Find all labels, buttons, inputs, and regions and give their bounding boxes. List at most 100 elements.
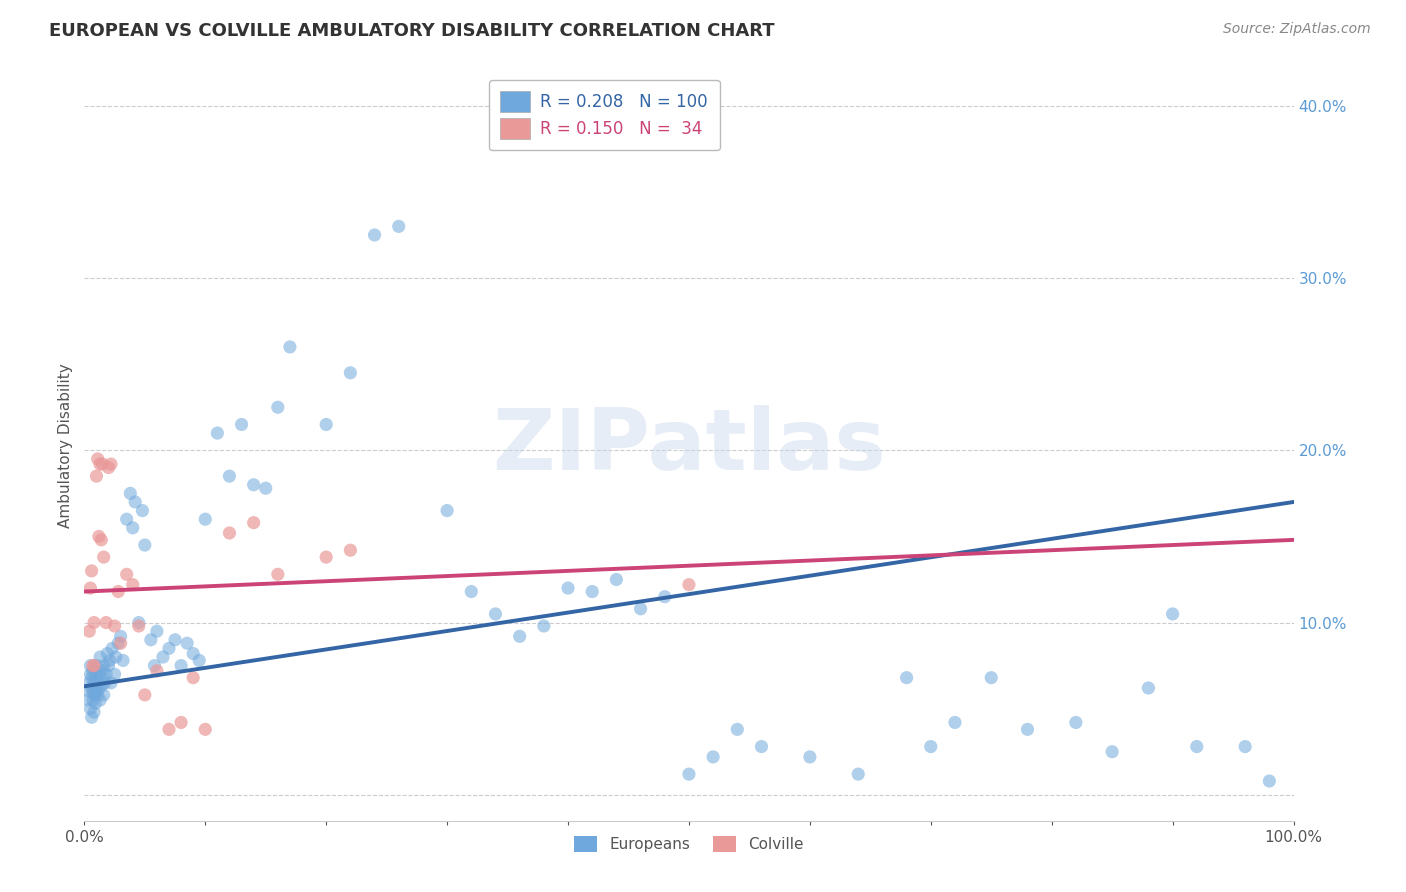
- Point: [82, 658, 104, 673]
- Point: [110, 636, 132, 650]
- Point: [104, 667, 127, 681]
- Point: [315, 550, 337, 565]
- Point: [1137, 681, 1160, 695]
- Point: [315, 417, 337, 432]
- Point: [207, 426, 229, 441]
- Point: [86, 676, 108, 690]
- Point: [654, 590, 676, 604]
- Point: [91, 671, 114, 685]
- Point: [84, 667, 107, 681]
- Point: [170, 658, 193, 673]
- Point: [79, 667, 101, 681]
- Point: [194, 512, 217, 526]
- Point: [181, 647, 204, 661]
- Point: [83, 688, 105, 702]
- Point: [1161, 607, 1184, 621]
- Point: [98, 653, 121, 667]
- Point: [100, 457, 122, 471]
- Point: [97, 658, 120, 673]
- Point: [1017, 723, 1039, 737]
- Point: [94, 615, 117, 630]
- Point: [86, 688, 108, 702]
- Point: [96, 647, 118, 661]
- Point: [630, 601, 652, 615]
- Point: [107, 636, 129, 650]
- Point: [84, 697, 107, 711]
- Point: [170, 715, 193, 730]
- Point: [165, 632, 187, 647]
- Point: [104, 650, 127, 665]
- Point: [267, 567, 290, 582]
- Point: [1258, 774, 1281, 789]
- Point: [1234, 739, 1257, 754]
- Point: [91, 457, 114, 471]
- Point: [146, 624, 169, 639]
- Point: [89, 650, 111, 665]
- Point: [104, 619, 127, 633]
- Point: [254, 481, 277, 495]
- Point: [82, 664, 104, 678]
- Point: [1185, 739, 1208, 754]
- Point: [83, 658, 105, 673]
- Point: [82, 693, 104, 707]
- Point: [231, 417, 253, 432]
- Point: [943, 715, 966, 730]
- Point: [581, 584, 603, 599]
- Point: [77, 693, 100, 707]
- Point: [115, 567, 138, 582]
- Point: [152, 650, 174, 665]
- Point: [100, 676, 122, 690]
- Point: [107, 584, 129, 599]
- Text: Source: ZipAtlas.com: Source: ZipAtlas.com: [1223, 22, 1371, 37]
- Point: [121, 577, 143, 591]
- Point: [112, 653, 135, 667]
- Point: [533, 619, 555, 633]
- Point: [605, 573, 627, 587]
- Point: [139, 632, 162, 647]
- Point: [121, 521, 143, 535]
- Point: [1064, 715, 1087, 730]
- Point: [484, 607, 506, 621]
- Point: [120, 486, 142, 500]
- Point: [278, 340, 301, 354]
- Point: [86, 684, 108, 698]
- Point: [89, 457, 111, 471]
- Point: [90, 533, 112, 547]
- Point: [157, 723, 180, 737]
- Point: [896, 671, 918, 685]
- Point: [80, 564, 103, 578]
- Point: [77, 624, 100, 639]
- Point: [94, 667, 117, 681]
- Point: [124, 495, 146, 509]
- Point: [93, 688, 115, 702]
- Point: [188, 653, 211, 667]
- Point: [678, 767, 700, 781]
- Point: [1101, 745, 1123, 759]
- Point: [339, 543, 361, 558]
- Legend: Europeans, Colville: Europeans, Colville: [568, 830, 810, 858]
- Point: [86, 451, 108, 466]
- Point: [460, 584, 482, 599]
- Point: [80, 671, 103, 685]
- Point: [91, 664, 114, 678]
- Point: [87, 667, 110, 681]
- Point: [143, 658, 166, 673]
- Point: [97, 460, 120, 475]
- Point: [115, 512, 138, 526]
- Point: [79, 658, 101, 673]
- Point: [846, 767, 869, 781]
- Point: [89, 693, 111, 707]
- Point: [388, 219, 411, 234]
- Point: [128, 615, 150, 630]
- Point: [920, 739, 942, 754]
- Point: [218, 526, 240, 541]
- Point: [82, 684, 104, 698]
- Point: [267, 401, 290, 415]
- Point: [146, 664, 169, 678]
- Point: [678, 577, 700, 591]
- Point: [77, 676, 100, 690]
- Point: [77, 684, 100, 698]
- Point: [509, 629, 531, 643]
- Point: [110, 629, 132, 643]
- Point: [557, 581, 579, 595]
